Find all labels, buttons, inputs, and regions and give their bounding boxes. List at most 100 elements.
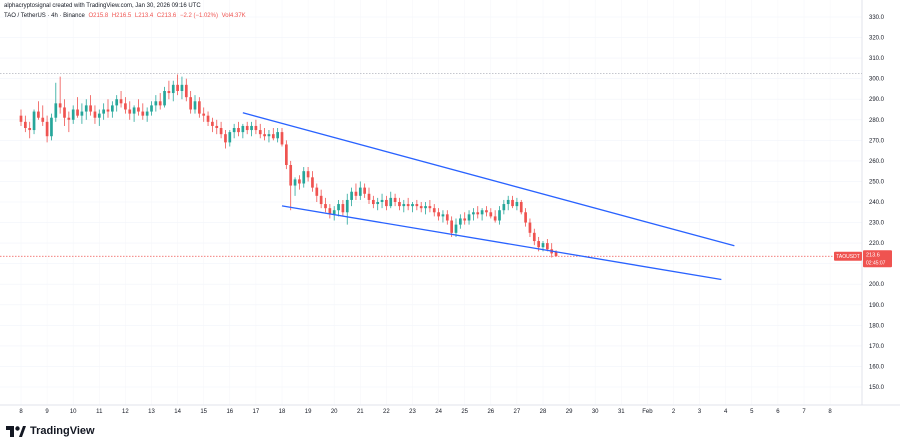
candle (189, 91, 192, 114)
candle (532, 228, 536, 246)
candle (411, 202, 414, 213)
candle (472, 208, 475, 221)
legend-symbol[interactable]: TAO / TetherUS · 4h · Binance (4, 13, 85, 19)
candle (37, 101, 40, 120)
tag-value-bg (863, 250, 892, 268)
candle (524, 208, 527, 227)
time-tick-label: 11 (96, 409, 103, 415)
legend-change: −2.2 (−1.02%) (179, 13, 218, 19)
tag-countdown: 02:45:07 (866, 260, 886, 266)
candle (293, 177, 297, 196)
candle (428, 199, 432, 213)
time-axis[interactable]: 8 9 10 11 12 13 14 15 16 17 18 19 20 21 22 23 24 25 26 27 28… (19, 409, 832, 415)
candle (97, 109, 101, 126)
time-tick-label: 25 (461, 409, 468, 415)
tradingview-brand[interactable]: TradingView (6, 425, 95, 437)
candle (402, 199, 406, 213)
candle (171, 80, 175, 102)
price-tick-label: 220.0 (869, 241, 885, 247)
candle (215, 119, 219, 135)
candle (358, 181, 362, 200)
candle (459, 214, 462, 229)
candle (519, 199, 523, 215)
time-tick-label: 3 (698, 409, 702, 415)
candle (63, 99, 66, 126)
price-tick-label: 310.0 (869, 56, 885, 62)
price-tick-label: 280.0 (869, 118, 885, 124)
price-tick-label: 240.0 (869, 200, 885, 206)
candle (176, 74, 179, 96)
candle (332, 206, 336, 221)
candle (376, 197, 380, 211)
candle (315, 183, 319, 202)
trendline-lower[interactable] (281, 205, 722, 281)
candle (506, 195, 510, 211)
candle (437, 208, 440, 221)
candle (302, 167, 306, 188)
candle (128, 101, 132, 120)
candle (528, 218, 532, 237)
candle (41, 105, 45, 126)
candle (150, 101, 153, 116)
chart-grid (0, 16, 862, 388)
candle (463, 212, 467, 225)
candle (198, 97, 201, 118)
candle (71, 105, 75, 124)
time-tick-label: 31 (618, 409, 625, 415)
candle (406, 197, 410, 211)
candle (432, 204, 436, 217)
time-tick-label: 12 (122, 409, 129, 415)
time-tick-label: 27 (514, 409, 521, 415)
candle (328, 204, 332, 219)
tradingview-wordmark: TradingView (30, 425, 95, 437)
candle (119, 91, 123, 108)
candle (89, 95, 92, 116)
time-tick-label: 14 (174, 409, 181, 415)
candle (367, 187, 371, 205)
candle (311, 171, 314, 192)
candle (345, 193, 349, 225)
candle (232, 123, 236, 139)
price-tick-label: 270.0 (869, 138, 885, 144)
time-tick-label: Feb (642, 409, 653, 415)
time-tick-label: 13 (148, 409, 155, 415)
candle (271, 128, 275, 141)
candle (467, 210, 471, 225)
candle (341, 199, 345, 217)
time-tick-label: 10 (70, 409, 77, 415)
candle (167, 80, 171, 100)
trendline-upper[interactable] (242, 112, 735, 247)
candle (45, 115, 49, 143)
candle (228, 130, 232, 147)
tag-price: 213.6 (866, 252, 880, 258)
time-tick-label: 28 (540, 409, 547, 415)
chart-credit: alphacryptosignal created with TradingVi… (4, 3, 201, 9)
candle (319, 189, 323, 209)
candle (485, 206, 488, 217)
candle (241, 123, 245, 139)
time-tick-label: 22 (383, 409, 390, 415)
candle (115, 95, 119, 112)
candle (476, 206, 480, 219)
candle (19, 109, 23, 126)
candle (106, 99, 110, 118)
tag-symbol-bg (834, 251, 862, 261)
price-tick-label: 290.0 (869, 97, 885, 103)
trendlines-layer[interactable] (242, 112, 735, 281)
time-tick-label: 16 (226, 409, 233, 415)
candle (50, 113, 53, 141)
candle (445, 210, 449, 225)
legend-high: H216.5 (111, 13, 132, 19)
candle (180, 76, 184, 100)
candle (254, 119, 258, 135)
candle (211, 117, 214, 133)
candle (32, 109, 36, 135)
time-tick-label: 20 (331, 409, 338, 415)
candle (354, 183, 358, 200)
candle (258, 123, 262, 139)
candle (84, 99, 88, 120)
price-tick-label: 170.0 (869, 344, 885, 350)
time-tick-label: 24 (435, 409, 442, 415)
candle (54, 82, 58, 122)
